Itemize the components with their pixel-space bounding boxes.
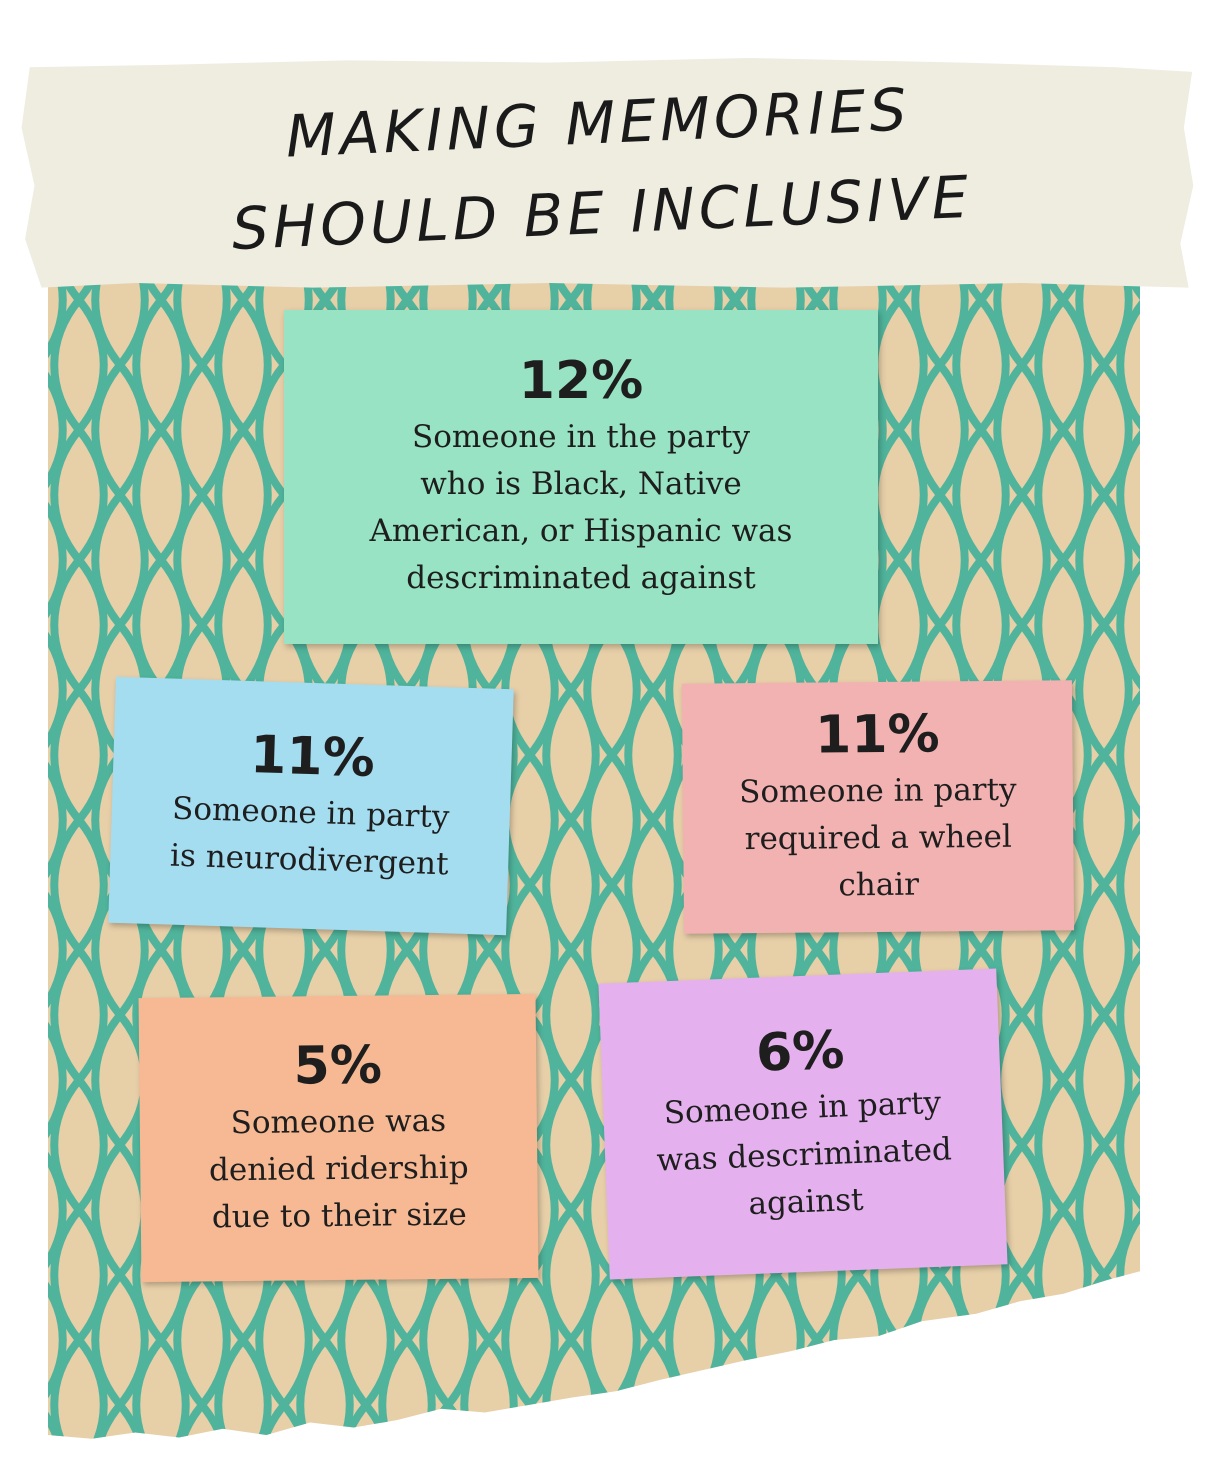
stat-percent: 5% xyxy=(293,1035,383,1096)
stat-percent: 11% xyxy=(249,725,376,789)
stat-description: Someone was denied ridership due to thei… xyxy=(208,1102,469,1235)
stat-card-neurodivergent: 11% Someone in party is neurodivergent xyxy=(108,676,514,936)
stat-card-race: 12% Someone in the party who is Black, N… xyxy=(284,310,878,644)
stat-description: Someone in party was descriminated again… xyxy=(655,1084,953,1222)
stat-description: Someone in party is neurodivergent xyxy=(169,790,450,883)
masking-tape xyxy=(21,58,1194,288)
stat-card-wheelchair: 11% Someone in party required a wheel ch… xyxy=(681,680,1075,934)
stat-percent: 6% xyxy=(754,1019,846,1084)
stat-card-size: 5% Someone was denied ridership due to t… xyxy=(138,993,539,1283)
stat-percent: 12% xyxy=(518,351,644,411)
stat-percent: 11% xyxy=(814,703,940,766)
stat-card-discrimination: 6% Someone in party was descriminated ag… xyxy=(598,968,1008,1280)
stat-description: Someone in party required a wheel chair xyxy=(739,771,1017,903)
stat-description: Someone in the party who is Black, Nativ… xyxy=(369,419,793,596)
